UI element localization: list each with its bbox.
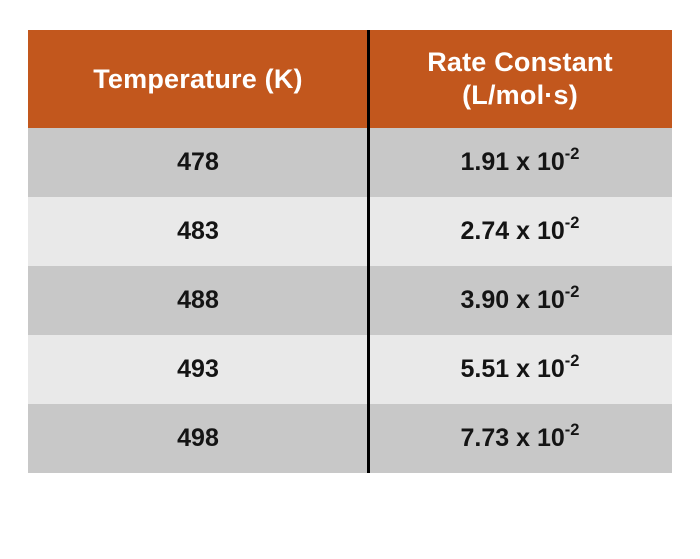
rate-constant-header-line2: (L/mol·s) (462, 80, 578, 110)
rate-base: 7.73 x 10 (460, 424, 565, 452)
table-row: 493 5.51 x 10-2 (28, 335, 672, 404)
rate-exponent: -2 (564, 213, 580, 232)
rate-value: 3.90 x 10-2 (460, 282, 580, 315)
column-divider-line (367, 30, 370, 473)
rate-base: 1.91 x 10 (460, 148, 565, 176)
temperature-cell: 493 (28, 335, 368, 404)
rate-constant-header-line1: Rate Constant (427, 47, 613, 78)
rate-exponent: -2 (564, 144, 580, 163)
temperature-value: 483 (177, 217, 219, 245)
rate-exponent: -2 (564, 351, 580, 370)
temperature-value: 488 (177, 286, 219, 314)
rate-constant-column-header: Rate Constant (L/mol·s) (368, 30, 672, 128)
table-header-row: Temperature (K) Rate Constant (L/mol·s) (28, 30, 672, 128)
temperature-column-header: Temperature (K) (28, 30, 368, 128)
table-row: 478 1.91 x 10-2 (28, 128, 672, 197)
temperature-value: 498 (177, 424, 219, 452)
rate-value: 7.73 x 10-2 (460, 420, 580, 453)
temperature-cell: 478 (28, 128, 368, 197)
rate-base: 3.90 x 10 (460, 286, 565, 314)
temperature-header-label: Temperature (K) (93, 63, 303, 94)
temperature-value: 478 (177, 148, 219, 176)
rate-value: 5.51 x 10-2 (460, 351, 580, 384)
table-row: 488 3.90 x 10-2 (28, 266, 672, 335)
rate-cell: 2.74 x 10-2 (368, 197, 672, 266)
rate-cell: 1.91 x 10-2 (368, 128, 672, 197)
rate-exponent: -2 (564, 420, 580, 439)
temperature-cell: 498 (28, 404, 368, 473)
rate-value: 2.74 x 10-2 (460, 213, 580, 246)
temperature-value: 493 (177, 355, 219, 383)
rate-base: 5.51 x 10 (460, 355, 565, 383)
rate-cell: 7.73 x 10-2 (368, 404, 672, 473)
temperature-cell: 483 (28, 197, 368, 266)
temperature-cell: 488 (28, 266, 368, 335)
rate-value: 1.91 x 10-2 (460, 144, 580, 177)
rate-cell: 3.90 x 10-2 (368, 266, 672, 335)
rate-cell: 5.51 x 10-2 (368, 335, 672, 404)
rate-exponent: -2 (564, 282, 580, 301)
rate-base: 2.74 x 10 (460, 217, 565, 245)
rate-constant-table: Temperature (K) Rate Constant (L/mol·s) … (28, 30, 672, 473)
table-row: 498 7.73 x 10-2 (28, 404, 672, 473)
table-row: 483 2.74 x 10-2 (28, 197, 672, 266)
